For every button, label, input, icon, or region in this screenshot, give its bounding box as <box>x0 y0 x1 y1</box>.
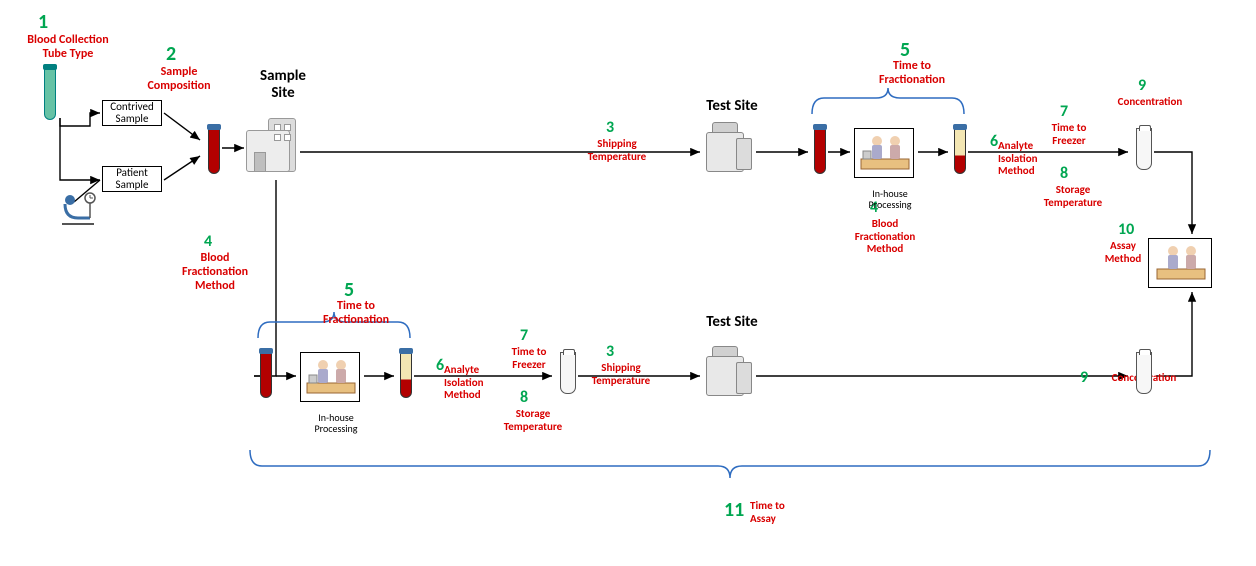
step-label: StorageTemperature <box>488 408 578 433</box>
heading-sample_site: SampleSite <box>248 68 318 103</box>
caption-in_house_processing: In-houseProcessing <box>306 412 366 434</box>
step-number: 5 <box>900 40 910 60</box>
step-number: 9 <box>1080 370 1088 386</box>
step-label: ShippingTemperature <box>572 138 662 163</box>
sample-site-icon <box>246 118 298 174</box>
step-label: Time toFreezer <box>494 346 564 371</box>
step-number: 4 <box>204 234 212 250</box>
step-label: SampleComposition <box>134 66 224 94</box>
step-number: 2 <box>166 44 176 64</box>
step-number: 3 <box>606 344 614 360</box>
caption-in_house_processing: In-houseProcessing <box>860 188 920 210</box>
step-label: BloodFractionationMethod <box>840 218 930 256</box>
tube-red-icon <box>208 128 220 174</box>
step-number: 8 <box>520 390 528 406</box>
heading-test_site: Test Site <box>692 98 772 115</box>
step-label: BloodFractionationMethod <box>170 252 260 293</box>
tube-plasma-icon <box>954 128 966 174</box>
step-number: 7 <box>520 328 528 344</box>
step-label: Time toAssay <box>750 500 820 525</box>
step-number: 6 <box>990 134 998 150</box>
step-label: Blood CollectionTube Type <box>18 34 118 62</box>
step-label: Time toFractionation <box>306 300 406 328</box>
patient-icon <box>56 192 100 228</box>
step-number: 8 <box>1060 166 1068 182</box>
step-number: 5 <box>344 280 354 300</box>
test-site-icon <box>706 346 754 396</box>
box-patient_sample: PatientSample <box>102 166 162 192</box>
step-label: AssayMethod <box>1088 240 1158 265</box>
test-site-icon <box>706 122 754 172</box>
step-label: ShippingTemperature <box>576 362 666 387</box>
step-number: 1 <box>38 12 48 32</box>
step-label: Concentration <box>1100 96 1200 109</box>
heading-test_site: Test Site <box>692 314 772 331</box>
step-number: 10 <box>1118 222 1134 238</box>
step-number: 11 <box>724 500 744 520</box>
step-number: 3 <box>606 120 614 136</box>
vial-icon <box>1136 352 1152 394</box>
step-label: StorageTemperature <box>1028 184 1118 209</box>
tube-red-icon <box>814 128 826 174</box>
in-house-processing-icon <box>854 128 914 178</box>
vial-icon <box>1136 128 1152 170</box>
tube-red-icon <box>260 352 272 398</box>
box-contrived_sample: ContrivedSample <box>102 100 162 126</box>
step-label: Time toFreezer <box>1034 122 1104 147</box>
in-house-processing-icon <box>300 352 360 402</box>
tube-teal-icon <box>44 68 56 120</box>
step-number: 7 <box>1060 104 1068 120</box>
step-number: 9 <box>1138 78 1146 94</box>
tube-plasma-icon <box>400 352 412 398</box>
vial-icon <box>560 352 576 394</box>
step-number: 6 <box>436 358 444 374</box>
step-label: Time toFractionation <box>862 60 962 88</box>
